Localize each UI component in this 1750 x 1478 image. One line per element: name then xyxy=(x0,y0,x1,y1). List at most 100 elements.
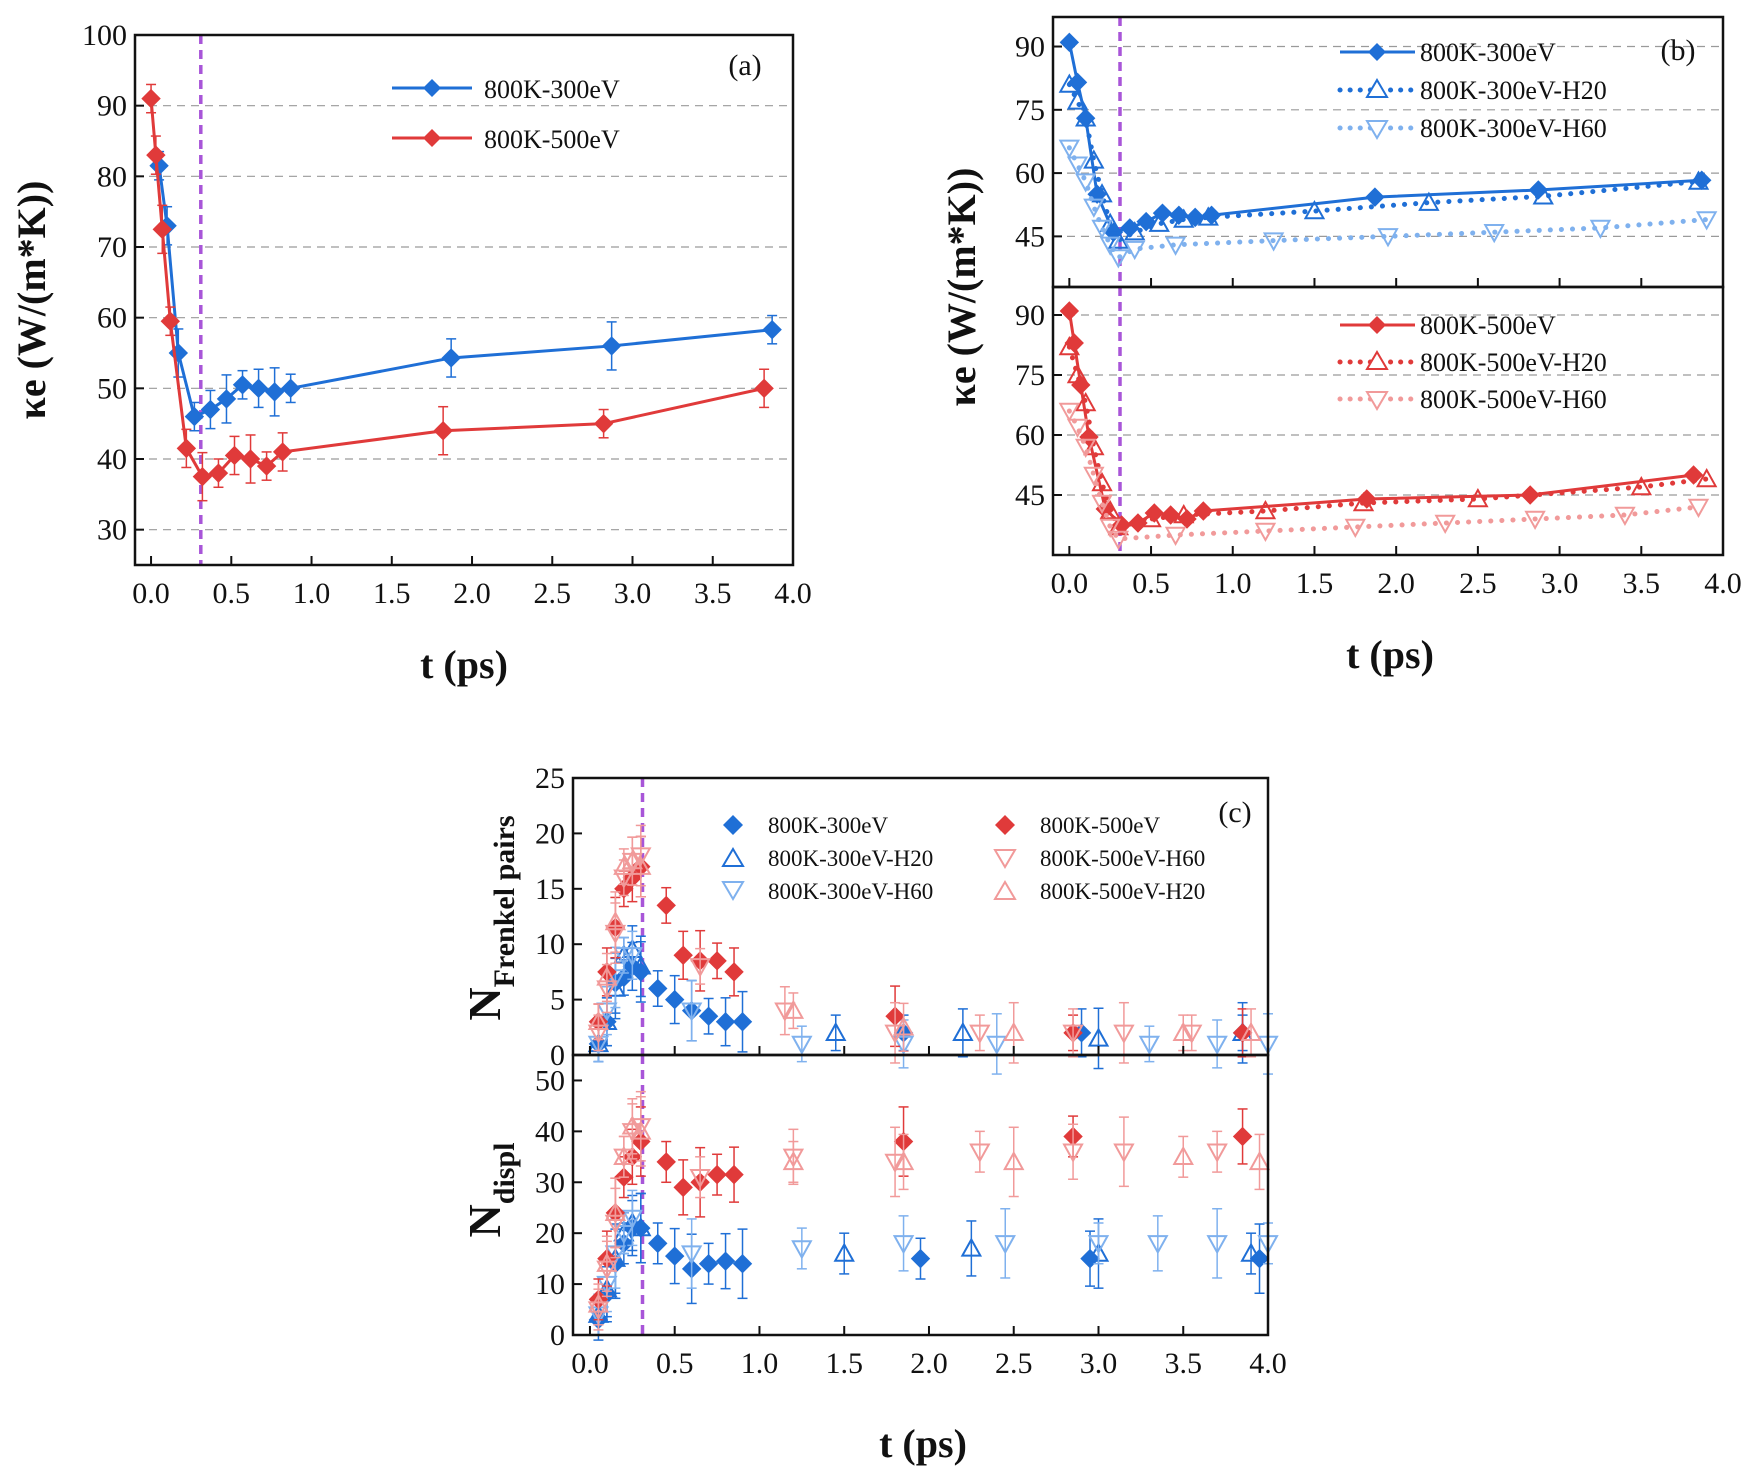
a-series-1-point-0 xyxy=(141,88,161,109)
b-panel-label: (b) xyxy=(1661,34,1696,67)
c-bottom-series-5-err-7 xyxy=(898,1133,909,1191)
c-top-series-4-err-9 xyxy=(974,1014,985,1052)
c-bottom-series-4-point-9 xyxy=(969,1143,991,1163)
c-top-series-5-point-2 xyxy=(604,910,627,931)
b-bottom-frame xyxy=(1051,285,1725,557)
c-top-series-2-err-9 xyxy=(1144,1025,1155,1063)
c-bottom-series-5-point-4 xyxy=(621,1115,644,1135)
c-bottom-series-3-point-9 xyxy=(707,1164,727,1185)
c-bottom-series-2-err-9 xyxy=(1093,1222,1104,1265)
c-bottom-series-2-point-6 xyxy=(791,1240,813,1260)
c-bottom-series-5-point-10 xyxy=(1248,1150,1271,1171)
b-top-series-0-point-0 xyxy=(1059,32,1080,53)
c-bottom-series-4-point-6 xyxy=(689,1168,711,1189)
c-top-series-2-point-9 xyxy=(1138,1035,1161,1055)
a-ytick-label-5: 80 xyxy=(97,160,127,193)
b-bottom-series-1-point-3 xyxy=(1083,435,1105,456)
b-bottom-series-2-point-13 xyxy=(1687,498,1710,519)
a-series-0-point-8 xyxy=(264,382,285,402)
c-top-series-5-err-6 xyxy=(788,992,799,1030)
a-plot-marks xyxy=(141,35,782,565)
c-top-series-2-err-4 xyxy=(627,930,638,980)
b-bottom-series-2-point-11 xyxy=(1524,510,1546,531)
c-legend-marker-500ev-h20 xyxy=(993,880,1017,900)
c-top-series-5-err-4 xyxy=(627,836,638,886)
b-bottom-ytick-label-2: 75 xyxy=(1015,359,1045,392)
b-bottom-series-0-point-7 xyxy=(1144,503,1165,523)
c-bottom-series-1-point-9 xyxy=(1240,1242,1262,1262)
b-top-series-1-point-0 xyxy=(1058,73,1081,93)
c-bottom-series-5-err-2 xyxy=(610,1177,621,1249)
a-series-1-point-5 xyxy=(192,466,213,487)
b-bottom-xtick-label-7: 3.5 xyxy=(1623,567,1661,600)
c-bottom-series-2-err-4 xyxy=(627,1189,638,1247)
c-bottom-series-1-err-5 xyxy=(635,1192,646,1264)
b-top-series-2-point-7 xyxy=(1124,240,1146,261)
c-bottom-series-4-point-11 xyxy=(1113,1143,1135,1163)
c-bottom-series-0-point-12 xyxy=(910,1248,931,1269)
a-series-1-point-2 xyxy=(152,219,172,240)
c-top-series-5-point-7 xyxy=(892,1016,915,1036)
a-series-0-point-6 xyxy=(232,375,253,395)
c-top-series-2-point-2 xyxy=(604,969,627,989)
a-xtick-label-8: 4.0 xyxy=(774,577,812,610)
c-bottom-series-1-err-7 xyxy=(966,1220,977,1277)
b-top-series-1-point-7 xyxy=(1124,221,1146,241)
c-top-series-3-point-9 xyxy=(707,951,727,971)
b-top-series-2-point-3 xyxy=(1083,198,1105,218)
c-bottom-series-2-point-5 xyxy=(680,1245,703,1265)
c-top-ytick-label-2: 10 xyxy=(535,928,565,961)
b-bottom-xtick-label-4: 2.0 xyxy=(1377,567,1415,600)
c-bottom-series-2-point-3 xyxy=(613,1224,635,1245)
c-top-series-5-point-0 xyxy=(587,1010,610,1030)
b-top-series-1-point-14 xyxy=(1687,170,1710,190)
c-top-series-4-err-7 xyxy=(779,985,790,1036)
c-bottom-frame xyxy=(571,1053,1270,1337)
c-bottom-ytick-label-2: 20 xyxy=(535,1217,565,1250)
c-top-series-5-err-7 xyxy=(898,1002,909,1052)
c-legend-label-500ev-h20: 800K-500eV-H20 xyxy=(1040,879,1205,904)
c-top-series-1-err-5 xyxy=(635,935,646,998)
b-top-series-1-point-11 xyxy=(1303,200,1326,220)
c-bottom-series-3-point-10 xyxy=(724,1164,744,1185)
b-top-series-2-point-12 xyxy=(1589,219,1612,239)
c-bottom-tick-labels: 0 10 20 30 40 50 0.0 0.5 1.0 1.5 2.0 2.5 3.0 3.5 4.0 xyxy=(535,1064,1287,1380)
c-bottom-series-4-err-10 xyxy=(1068,1123,1079,1180)
b-bottom-series-0-point-6 xyxy=(1128,513,1148,533)
a-series-0-point-5 xyxy=(216,389,237,409)
a-series-1-point-12 xyxy=(593,413,614,434)
b-top-series-2-point-8 xyxy=(1164,236,1187,256)
a-xtick-label-2: 1.0 xyxy=(293,577,331,610)
c-top-series-4-point-6 xyxy=(689,958,711,978)
c-bottom-xtick-label-4: 2.0 xyxy=(910,1347,948,1380)
b-top-ytick-label-1: 60 xyxy=(1015,157,1045,190)
c-top-series-1-point-7 xyxy=(952,1021,974,1042)
b-bottom-ytick-label-1: 60 xyxy=(1015,419,1045,452)
c-bottom-series-5-point-3 xyxy=(613,1145,635,1166)
b-top-series-0-point-11 xyxy=(1365,187,1385,207)
b-bottom-series-1-point-13 xyxy=(1695,467,1718,488)
c-bottom-series-5-point-0 xyxy=(587,1293,610,1313)
b-bottom-series-0-point-10 xyxy=(1193,501,1214,521)
a-xtick-label-3: 1.5 xyxy=(373,577,411,610)
a-ytick-label-3: 60 xyxy=(97,302,127,335)
b-top-series-1-point-2 xyxy=(1074,107,1097,127)
c-bottom-series-2-point-8 xyxy=(994,1235,1016,1255)
b-bottom-xtick-label-8: 4.0 xyxy=(1704,567,1742,600)
b-bottom-series-1-point-7 xyxy=(1140,507,1162,528)
a-series-0-line xyxy=(157,164,774,419)
b-xlabel: t (ps) xyxy=(1346,632,1434,677)
a-series-0-point-10 xyxy=(441,348,461,368)
b-bottom-series-2-point-3 xyxy=(1083,466,1105,487)
c-bottom-series-2 xyxy=(587,1189,1279,1336)
c-bottom-series-4-point-12 xyxy=(1206,1143,1228,1163)
b-bottom-series-1-point-0 xyxy=(1058,335,1081,356)
c-bottom-series-4-err-11 xyxy=(1118,1116,1129,1188)
b-top-series-1 xyxy=(1058,73,1710,249)
b-legend-label-300ev-h20: 800K-300eV-H20 xyxy=(1420,76,1607,105)
b-bottom-series-0-point-8 xyxy=(1160,505,1181,525)
a-xlabel: t (ps) xyxy=(420,642,508,687)
c-top-series-0-point-6 xyxy=(648,978,668,999)
c-bottom-series-2-err-6 xyxy=(796,1227,807,1270)
a-panel-label: (a) xyxy=(728,49,761,82)
